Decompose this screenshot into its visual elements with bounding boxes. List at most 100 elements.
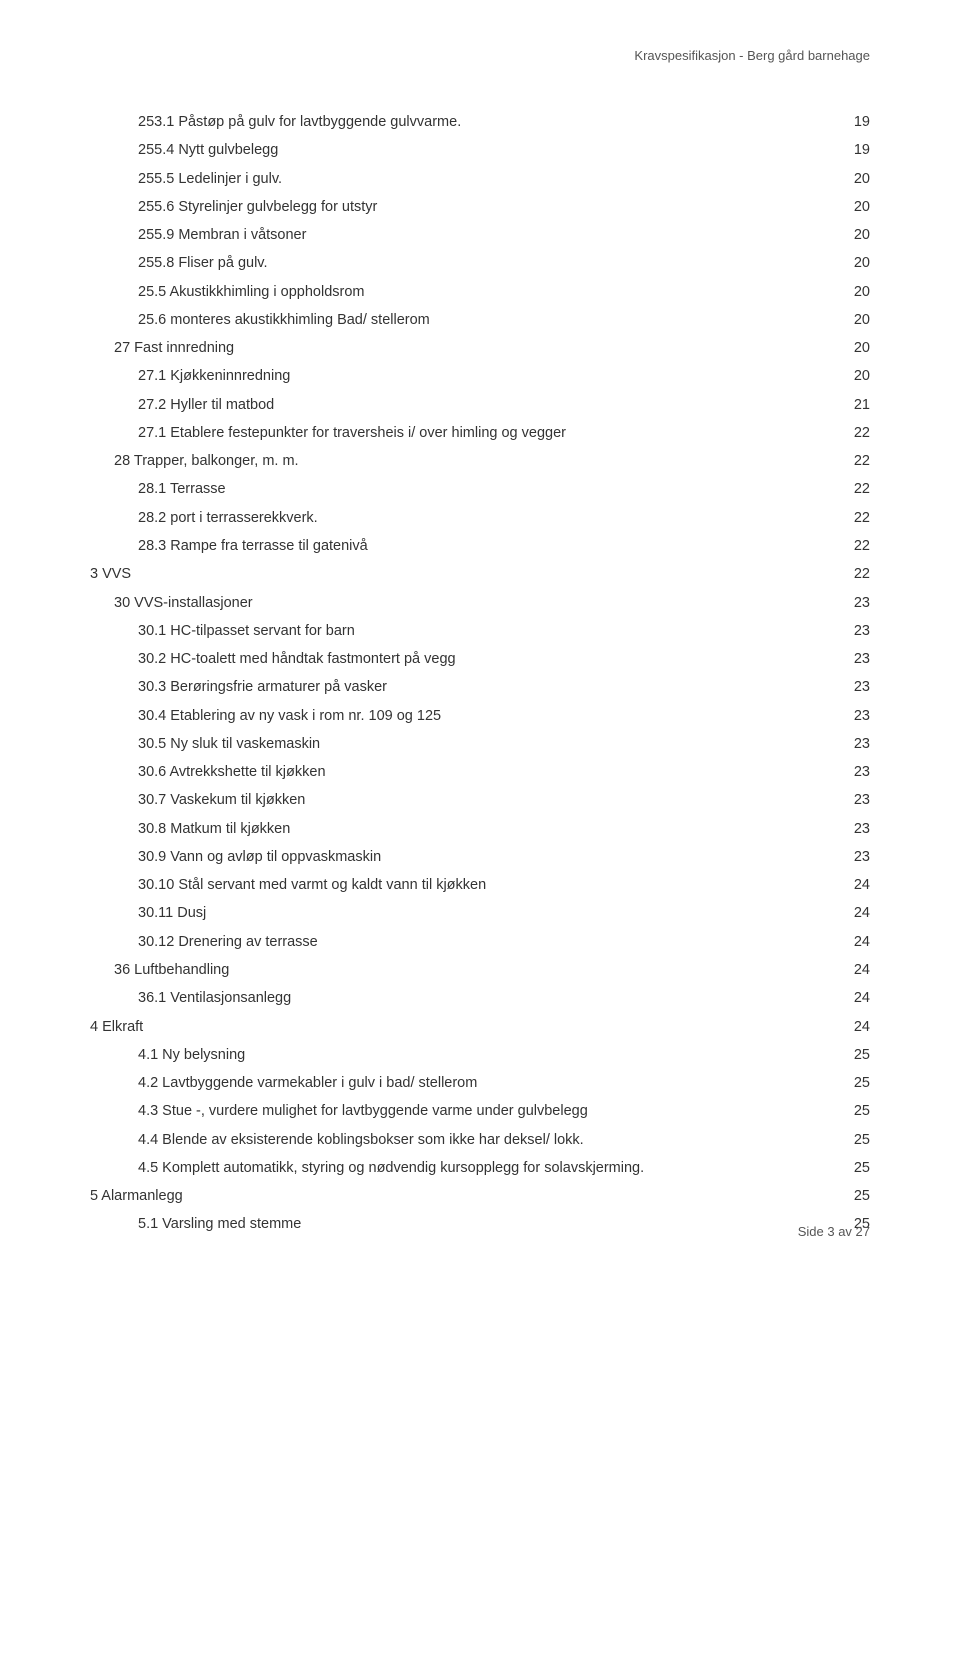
toc-row: 30.7 Vaskekum til kjøkken 23 xyxy=(90,786,870,814)
toc-row: 27 Fast innredning 20 xyxy=(90,334,870,362)
toc-row: 36 Luftbehandling24 xyxy=(90,956,870,984)
toc-entry-title: 30.11 Dusj xyxy=(138,899,206,927)
toc-row: 30.10 Stål servant med varmt og kaldt va… xyxy=(90,871,870,899)
toc-entry-page: 23 xyxy=(846,730,870,758)
table-of-contents: 253.1 Påstøp på gulv for lavtbyggende gu… xyxy=(90,108,870,1239)
toc-entry-title: 28.2 port i terrasserekkverk. xyxy=(138,504,318,532)
toc-entry-page: 23 xyxy=(846,702,870,730)
toc-entry-page: 23 xyxy=(846,617,870,645)
toc-entry-title: 4.2 Lavtbyggende varmekabler i gulv i ba… xyxy=(138,1069,477,1097)
toc-entry-title: 30.9 Vann og avløp til oppvaskmaskin xyxy=(138,843,381,871)
toc-entry-title: 27.1 Etablere festepunkter for travershe… xyxy=(138,419,566,447)
toc-entry-title: 28 Trapper, balkonger, m. m. xyxy=(114,447,299,475)
toc-entry-page: 25 xyxy=(846,1154,870,1182)
toc-row: 30.11 Dusj 24 xyxy=(90,899,870,927)
toc-row: 4.1 Ny belysning 25 xyxy=(90,1041,870,1069)
toc-row: 30.1 HC-tilpasset servant for barn 23 xyxy=(90,617,870,645)
toc-entry-page: 20 xyxy=(846,362,870,390)
toc-entry-page: 19 xyxy=(846,108,870,136)
page-footer: Side 3 av 27 xyxy=(798,1224,870,1239)
toc-row: 255.8 Fliser på gulv.20 xyxy=(90,249,870,277)
toc-entry-page: 20 xyxy=(846,334,870,362)
toc-entry-page: 25 xyxy=(846,1041,870,1069)
toc-row: 3 VVS 22 xyxy=(90,560,870,588)
toc-entry-page: 22 xyxy=(846,447,870,475)
toc-row: 5 Alarmanlegg 25 xyxy=(90,1182,870,1210)
toc-row: 28.1 Terrasse22 xyxy=(90,475,870,503)
toc-row: 28.2 port i terrasserekkverk. 22 xyxy=(90,504,870,532)
toc-entry-title: 30.7 Vaskekum til kjøkken xyxy=(138,786,305,814)
toc-entry-page: 23 xyxy=(846,673,870,701)
toc-entry-title: 5 Alarmanlegg xyxy=(90,1182,183,1210)
toc-entry-title: 30.8 Matkum til kjøkken xyxy=(138,815,290,843)
toc-row: 30.4 Etablering av ny vask i rom nr. 109… xyxy=(90,702,870,730)
toc-row: 255.6 Styrelinjer gulvbelegg for utstyr 2… xyxy=(90,193,870,221)
toc-entry-title: 255.6 Styrelinjer gulvbelegg for utstyr xyxy=(138,193,377,221)
toc-entry-title: 5.1 Varsling med stemme xyxy=(138,1210,301,1238)
toc-row: 4.4 Blende av eksisterende koblingsbokse… xyxy=(90,1126,870,1154)
toc-entry-page: 25 xyxy=(846,1069,870,1097)
toc-entry-title: 36.1 Ventilasjonsanlegg xyxy=(138,984,291,1012)
toc-entry-page: 25 xyxy=(846,1182,870,1210)
toc-row: 253.1 Påstøp på gulv for lavtbyggende gu… xyxy=(90,108,870,136)
toc-entry-page: 24 xyxy=(846,899,870,927)
toc-entry-page: 25 xyxy=(846,1097,870,1125)
toc-entry-title: 255.4 Nytt gulvbelegg xyxy=(138,136,278,164)
toc-row: 27.1 Etablere festepunkter for travershe… xyxy=(90,419,870,447)
toc-entry-title: 255.8 Fliser på gulv. xyxy=(138,249,268,277)
toc-entry-page: 24 xyxy=(846,1013,870,1041)
toc-entry-page: 22 xyxy=(846,475,870,503)
toc-entry-title: 4.1 Ny belysning xyxy=(138,1041,245,1069)
toc-entry-title: 3 VVS xyxy=(90,560,131,588)
toc-entry-title: 4.3 Stue -, vurdere mulighet for lavtbyg… xyxy=(138,1097,588,1125)
toc-entry-page: 24 xyxy=(846,928,870,956)
toc-row: 4.3 Stue -, vurdere mulighet for lavtbyg… xyxy=(90,1097,870,1125)
toc-entry-page: 21 xyxy=(846,391,870,419)
toc-entry-title: 4.5 Komplett automatikk, styring og nødv… xyxy=(138,1154,644,1182)
toc-entry-title: 30.2 HC-toalett med håndtak fastmontert … xyxy=(138,645,456,673)
toc-row: 27.1 Kjøkkeninnredning20 xyxy=(90,362,870,390)
toc-entry-page: 24 xyxy=(846,984,870,1012)
footer-text: Side 3 av 27 xyxy=(798,1224,870,1239)
toc-entry-page: 20 xyxy=(846,165,870,193)
toc-row: 30.12 Drenering av terrasse 24 xyxy=(90,928,870,956)
toc-entry-page: 22 xyxy=(846,560,870,588)
toc-entry-page: 20 xyxy=(846,193,870,221)
toc-entry-title: 27 Fast innredning xyxy=(114,334,234,362)
toc-entry-title: 30.4 Etablering av ny vask i rom nr. 109… xyxy=(138,702,441,730)
toc-row: 25.5 Akustikkhimling i oppholdsrom20 xyxy=(90,278,870,306)
toc-row: 36.1 Ventilasjonsanlegg 24 xyxy=(90,984,870,1012)
toc-entry-title: 30.6 Avtrekkshette til kjøkken xyxy=(138,758,326,786)
toc-row: 30.8 Matkum til kjøkken 23 xyxy=(90,815,870,843)
toc-row: 255.5 Ledelinjer i gulv. 20 xyxy=(90,165,870,193)
toc-entry-page: 23 xyxy=(846,815,870,843)
toc-row: 28.3 Rampe fra terrasse til gatenivå22 xyxy=(90,532,870,560)
toc-entry-page: 22 xyxy=(846,504,870,532)
toc-row: 255.9 Membran i våtsoner20 xyxy=(90,221,870,249)
toc-row: 27.2 Hyller til matbod 21 xyxy=(90,391,870,419)
toc-entry-title: 255.5 Ledelinjer i gulv. xyxy=(138,165,282,193)
toc-entry-page: 24 xyxy=(846,871,870,899)
toc-entry-title: 4.4 Blende av eksisterende koblingsbokse… xyxy=(138,1126,584,1154)
toc-entry-title: 30.1 HC-tilpasset servant for barn xyxy=(138,617,355,645)
toc-entry-title: 25.6 monteres akustikkhimling Bad/ stell… xyxy=(138,306,430,334)
toc-entry-title: 30.12 Drenering av terrasse xyxy=(138,928,318,956)
toc-entry-page: 23 xyxy=(846,786,870,814)
toc-row: 25.6 monteres akustikkhimling Bad/ stell… xyxy=(90,306,870,334)
toc-entry-page: 20 xyxy=(846,306,870,334)
toc-row: 30.3 Berøringsfrie armaturer på vasker 23 xyxy=(90,673,870,701)
toc-entry-page: 23 xyxy=(846,758,870,786)
toc-entry-page: 23 xyxy=(846,645,870,673)
toc-entry-title: 30.3 Berøringsfrie armaturer på vasker xyxy=(138,673,387,701)
toc-row: 30 VVS-installasjoner23 xyxy=(90,589,870,617)
toc-entry-page: 20 xyxy=(846,221,870,249)
toc-entry-title: 30.5 Ny sluk til vaskemaskin xyxy=(138,730,320,758)
toc-entry-title: 27.2 Hyller til matbod xyxy=(138,391,274,419)
toc-entry-title: 30.10 Stål servant med varmt og kaldt va… xyxy=(138,871,486,899)
toc-entry-page: 24 xyxy=(846,956,870,984)
toc-entry-page: 25 xyxy=(846,1126,870,1154)
toc-row: 4.2 Lavtbyggende varmekabler i gulv i ba… xyxy=(90,1069,870,1097)
toc-row: 30.9 Vann og avløp til oppvaskmaskin23 xyxy=(90,843,870,871)
toc-entry-page: 20 xyxy=(846,278,870,306)
header-text: Kravspesifikasjon - Berg gård barnehage xyxy=(634,48,870,63)
